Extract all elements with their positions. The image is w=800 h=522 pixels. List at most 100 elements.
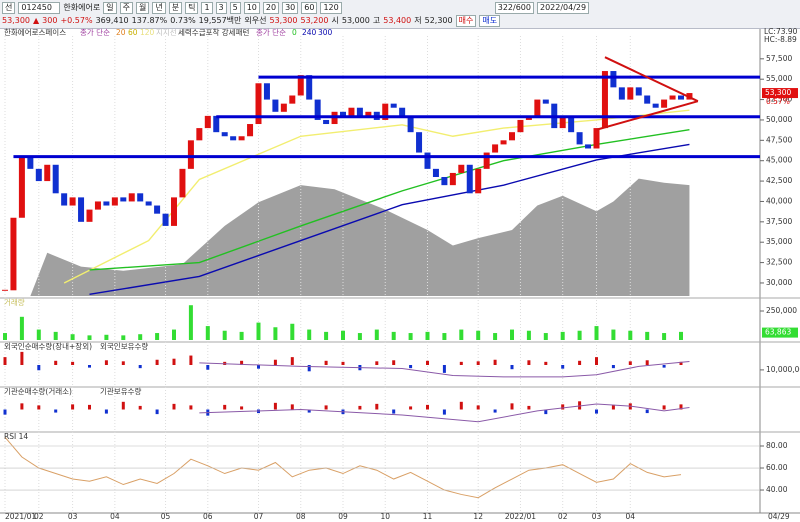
- candle: [128, 193, 135, 202]
- candle: [35, 168, 42, 182]
- code[interactable]: 012450: [18, 1, 61, 14]
- net-bar: [71, 361, 75, 365]
- y-tick-label: 50,000: [766, 115, 792, 124]
- interval[interactable]: 30: [282, 1, 299, 14]
- net-bar: [544, 361, 548, 365]
- net-bar: [527, 405, 531, 410]
- candle: [601, 71, 608, 129]
- period[interactable]: 일: [103, 1, 117, 14]
- y-tick-label: 30,000: [766, 278, 792, 287]
- panel-title: 외국인순매수량(장내+장외): [4, 341, 92, 351]
- interval[interactable]: 10: [243, 1, 260, 14]
- volume-bar: [459, 329, 464, 340]
- candle: [69, 197, 76, 206]
- panel-title: 거래량: [4, 298, 25, 307]
- volume-bar: [442, 333, 447, 340]
- price-badge-label: 53,300: [765, 88, 791, 97]
- candle: [424, 152, 431, 169]
- net-bar: [426, 404, 429, 410]
- net-bar: [104, 409, 108, 414]
- period[interactable]: 년: [152, 1, 166, 14]
- volume-bar: [611, 329, 616, 340]
- high-label: 고: [372, 16, 381, 25]
- net-bar: [155, 359, 159, 365]
- interval[interactable]: 20: [262, 1, 280, 14]
- candle: [432, 168, 439, 178]
- net-bar: [392, 360, 396, 365]
- interval[interactable]: 120: [320, 1, 342, 14]
- net-bar: [20, 351, 24, 365]
- net-bar: [307, 365, 311, 372]
- legend-name: 한화에어로스페이스: [4, 27, 66, 37]
- candle: [137, 193, 144, 202]
- legend-ma: 120: [140, 28, 155, 37]
- net-bar: [20, 403, 24, 410]
- y-tick-label: 35,000: [766, 237, 792, 246]
- net-bar: [561, 365, 565, 369]
- legend-ma: 240: [302, 28, 317, 37]
- date[interactable]: 2022/04/29: [536, 1, 590, 14]
- market[interactable]: 선: [2, 1, 16, 14]
- toolbar-row: 선 012450 한화에어로 일 주 월 년 분 틱 1 3 5 10 20 3…: [2, 1, 590, 14]
- candle: [61, 193, 68, 206]
- x-tick-label: 03: [592, 512, 602, 521]
- volume-bar: [104, 334, 109, 340]
- interval[interactable]: 60: [301, 1, 318, 14]
- period[interactable]: 틱: [185, 1, 199, 14]
- candle: [356, 107, 363, 116]
- net-bar: [493, 409, 497, 413]
- candle: [221, 132, 228, 137]
- candle: [78, 197, 85, 222]
- period[interactable]: 월: [135, 1, 150, 14]
- sell-button[interactable]: 매도: [479, 14, 501, 27]
- candle: [145, 201, 152, 206]
- volume-bar: [408, 333, 413, 340]
- candle: [120, 197, 127, 202]
- volume-bar: [560, 331, 565, 340]
- volume-bar: [70, 334, 75, 340]
- net-bar: [578, 360, 582, 365]
- candle: [475, 168, 482, 194]
- interval[interactable]: 1: [201, 1, 213, 14]
- interval[interactable]: 3: [215, 1, 227, 14]
- low-label: 저: [414, 16, 422, 25]
- volume-badge: [762, 327, 798, 338]
- volume-bar: [357, 333, 362, 340]
- net-bar: [527, 360, 531, 365]
- x-tick-label: 11: [423, 512, 433, 521]
- high: 53,400: [383, 16, 412, 25]
- net-bar: [459, 401, 463, 410]
- net-bar: [138, 365, 142, 369]
- candle: [340, 111, 346, 116]
- interval[interactable]: 5: [229, 1, 241, 14]
- candle: [44, 164, 51, 182]
- period[interactable]: 분: [168, 1, 183, 14]
- volume-bar: [155, 333, 160, 340]
- price-badge: [762, 88, 798, 99]
- y-tick-label: 40.00: [766, 485, 788, 494]
- x-tick-label: 02: [34, 512, 44, 521]
- period[interactable]: 주: [119, 1, 133, 14]
- candle: [585, 144, 592, 149]
- y-tick-label: 42,500: [766, 176, 792, 185]
- net-bar: [257, 365, 260, 369]
- candle: [500, 140, 507, 145]
- net-bar: [426, 360, 429, 365]
- net-bar: [409, 365, 413, 369]
- candle: [492, 144, 499, 153]
- buy-button[interactable]: 매수: [455, 14, 477, 27]
- candle: [399, 107, 406, 116]
- volume-bar: [324, 331, 329, 340]
- candle: [86, 209, 93, 222]
- volume-bar: [543, 333, 548, 340]
- net-bar: [37, 365, 41, 371]
- y-tick-label: 47,500: [766, 135, 792, 144]
- net-bar: [54, 409, 58, 413]
- volume-bar: [577, 330, 582, 340]
- candle: [348, 107, 355, 116]
- volume-bar: [53, 331, 58, 340]
- candle: [213, 115, 220, 133]
- volume-badge-label: 63,863: [765, 328, 791, 337]
- net-bar: [290, 404, 294, 410]
